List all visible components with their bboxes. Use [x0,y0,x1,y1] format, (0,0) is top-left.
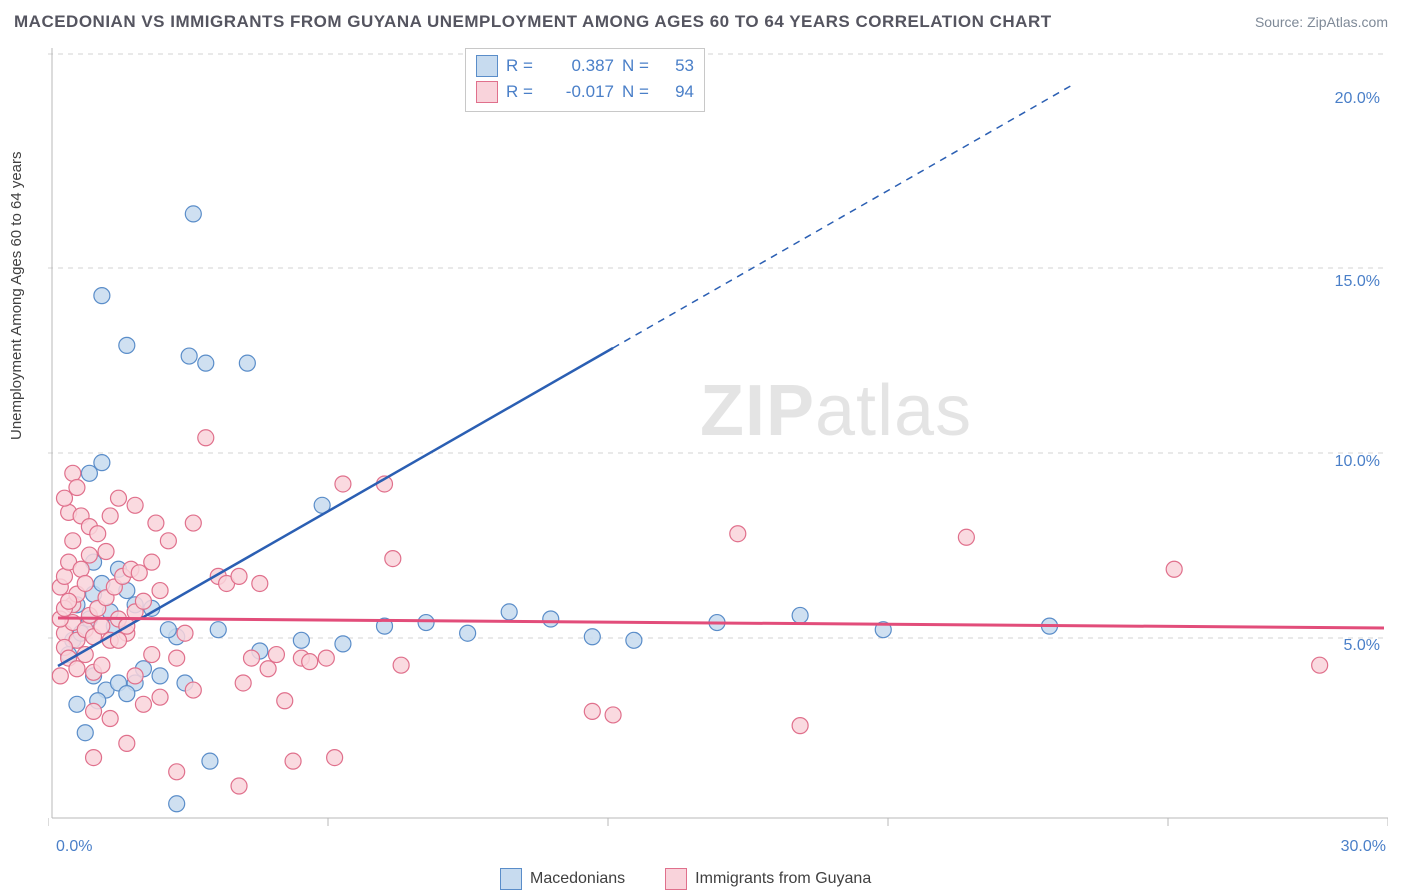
svg-text:5.0%: 5.0% [1344,637,1380,654]
r-value-macedonians: 0.387 [544,56,614,76]
legend-label-macedonians: Macedonians [530,870,625,888]
series-legend: Macedonians Immigrants from Guyana [500,868,871,890]
x-tick-label-min: 0.0% [56,838,92,856]
legend-row-macedonians: R = 0.387 N = 53 [476,53,694,79]
svg-text:20.0%: 20.0% [1335,90,1380,107]
source-attribution: Source: ZipAtlas.com [1255,14,1388,30]
svg-text:10.0%: 10.0% [1335,453,1380,470]
r-label: R = [506,56,536,76]
legend-item-guyana: Immigrants from Guyana [665,868,871,890]
scatter-plot-area: 20.0% 15.0% 10.0% 5.0% [48,48,1388,828]
x-tick-label-max: 30.0% [1341,838,1386,856]
legend-row-guyana: R = -0.017 N = 94 [476,79,694,105]
legend-item-macedonians: Macedonians [500,868,625,890]
plot-svg: 20.0% 15.0% 10.0% 5.0% [48,48,1388,828]
n-label: N = [622,82,652,102]
swatch-macedonians [500,868,522,890]
r-label: R = [506,82,536,102]
swatch-guyana [476,81,498,103]
r-value-guyana: -0.017 [544,82,614,102]
svg-text:15.0%: 15.0% [1335,273,1380,290]
n-label: N = [622,56,652,76]
swatch-macedonians [476,55,498,77]
legend-label-guyana: Immigrants from Guyana [695,870,871,888]
swatch-guyana [665,868,687,890]
correlation-legend: R = 0.387 N = 53 R = -0.017 N = 94 [465,48,705,112]
n-value-guyana: 94 [660,82,694,102]
y-axis-label: Unemployment Among Ages 60 to 64 years [8,151,25,440]
n-value-macedonians: 53 [660,56,694,76]
chart-title: MACEDONIAN VS IMMIGRANTS FROM GUYANA UNE… [14,12,1052,32]
